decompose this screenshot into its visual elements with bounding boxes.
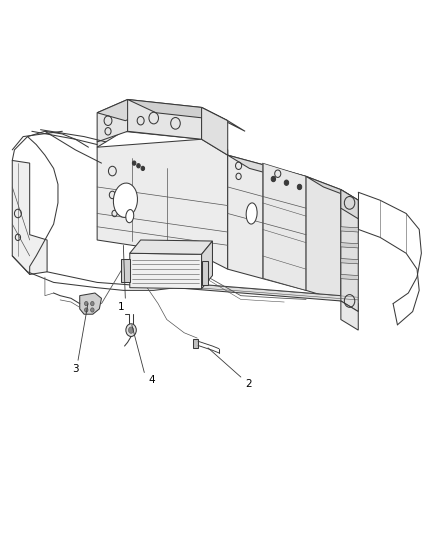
Polygon shape: [262, 163, 306, 290]
Ellipse shape: [113, 183, 138, 217]
Polygon shape: [176, 282, 358, 312]
Polygon shape: [97, 126, 228, 155]
Circle shape: [271, 176, 276, 182]
Text: 3: 3: [72, 365, 79, 374]
Circle shape: [85, 302, 88, 306]
Polygon shape: [341, 190, 358, 312]
Polygon shape: [228, 155, 306, 290]
Polygon shape: [12, 160, 47, 274]
Circle shape: [128, 327, 134, 333]
Polygon shape: [193, 339, 198, 348]
Polygon shape: [341, 301, 358, 330]
Circle shape: [91, 308, 94, 312]
Polygon shape: [201, 261, 208, 285]
Polygon shape: [80, 293, 102, 314]
Polygon shape: [130, 253, 201, 289]
Circle shape: [126, 324, 136, 336]
Polygon shape: [121, 259, 130, 282]
Text: 2: 2: [245, 379, 252, 389]
Polygon shape: [97, 139, 228, 269]
Circle shape: [132, 161, 136, 165]
Polygon shape: [201, 241, 212, 289]
Polygon shape: [341, 274, 358, 280]
Ellipse shape: [126, 209, 134, 223]
Polygon shape: [97, 100, 127, 142]
Polygon shape: [201, 108, 228, 155]
Text: 4: 4: [148, 375, 155, 385]
Polygon shape: [130, 240, 212, 254]
Polygon shape: [341, 259, 358, 264]
Polygon shape: [97, 100, 154, 120]
Polygon shape: [341, 227, 358, 232]
Circle shape: [141, 166, 145, 171]
Circle shape: [137, 164, 140, 168]
Polygon shape: [306, 176, 341, 301]
Polygon shape: [306, 176, 358, 200]
Ellipse shape: [246, 203, 257, 224]
Circle shape: [85, 308, 88, 312]
Text: 1: 1: [118, 302, 124, 312]
Polygon shape: [201, 108, 245, 131]
Polygon shape: [127, 100, 201, 139]
Circle shape: [284, 180, 289, 185]
Polygon shape: [341, 190, 358, 219]
Polygon shape: [228, 155, 328, 190]
Polygon shape: [341, 243, 358, 248]
Circle shape: [297, 184, 302, 190]
Polygon shape: [127, 100, 228, 120]
Circle shape: [91, 302, 94, 306]
